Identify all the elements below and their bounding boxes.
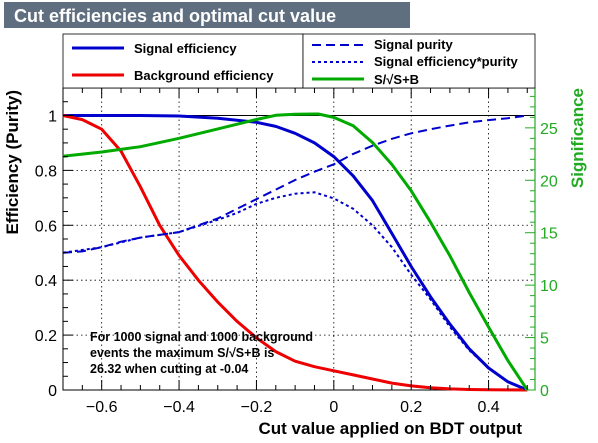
annotation-line-3: 26.32 when cutting at -0.04 <box>90 362 248 376</box>
legend-label-significance: S/√S+B <box>374 72 419 87</box>
title-background <box>4 2 410 28</box>
y2-tick-label-1: 5 <box>540 331 549 348</box>
legend-label-signal-purity: Signal purity <box>374 37 454 52</box>
x-tick-label-0: −0.6 <box>86 399 118 416</box>
annotation-line-2: events the maximum S/√S+B is <box>90 346 274 360</box>
x-axis-title: Cut value applied on BDT output <box>259 419 523 438</box>
y2-tick-label-2: 10 <box>540 278 558 295</box>
legend-label-signal-efficiency-purity: Signal efficiency*purity <box>374 54 519 69</box>
legend-box-left <box>62 33 304 89</box>
y2-tick-label-0: 0 <box>540 383 549 400</box>
y2-tick-label-5: 25 <box>540 121 558 138</box>
x-tick-label-2: −0.2 <box>241 399 273 416</box>
annotation-line-1: For 1000 signal and 1000 background <box>90 330 313 344</box>
series-line-signal-efficiency-purity <box>62 191 528 391</box>
legend-label-background-efficiency: Background efficiency <box>134 68 274 83</box>
y-tick-label-5: 1 <box>48 108 57 125</box>
x-tick-label-5: 0.4 <box>477 399 499 416</box>
y-tick-label-2: 0.4 <box>35 273 57 290</box>
series-line-signal-purity <box>62 114 528 254</box>
series-line-s-s-b <box>62 112 529 391</box>
y2-axis-title: Significance <box>568 88 587 188</box>
chart-title: Cut efficiencies and optimal cut value <box>14 6 336 26</box>
y-tick-label-1: 0.2 <box>35 328 57 345</box>
y-tick-label-3: 0.6 <box>35 218 57 235</box>
annotation: For 1000 signal and 1000 background even… <box>90 330 313 376</box>
series-line-signal-efficiency <box>63 114 528 392</box>
x-tick-label-4: 0.2 <box>400 399 422 416</box>
y-tick-label-4: 0.8 <box>35 163 57 180</box>
x-tick-label-3: 0 <box>329 399 338 416</box>
y-axis-title: Efficiency (Purity) <box>3 90 22 235</box>
axes: −0.6 −0.4 −0.2 0 0.2 0.400.20.40.60.810510152… <box>35 87 558 416</box>
y2-tick-label-4: 20 <box>540 173 558 190</box>
legend: Signal efficiency Background efficiency … <box>62 33 536 89</box>
legend-label-signal-efficiency: Signal efficiency <box>134 41 237 56</box>
y2-tick-label-3: 15 <box>540 226 558 243</box>
x-tick-label-1: −0.4 <box>163 399 195 416</box>
y-tick-label-0: 0 <box>48 383 57 400</box>
